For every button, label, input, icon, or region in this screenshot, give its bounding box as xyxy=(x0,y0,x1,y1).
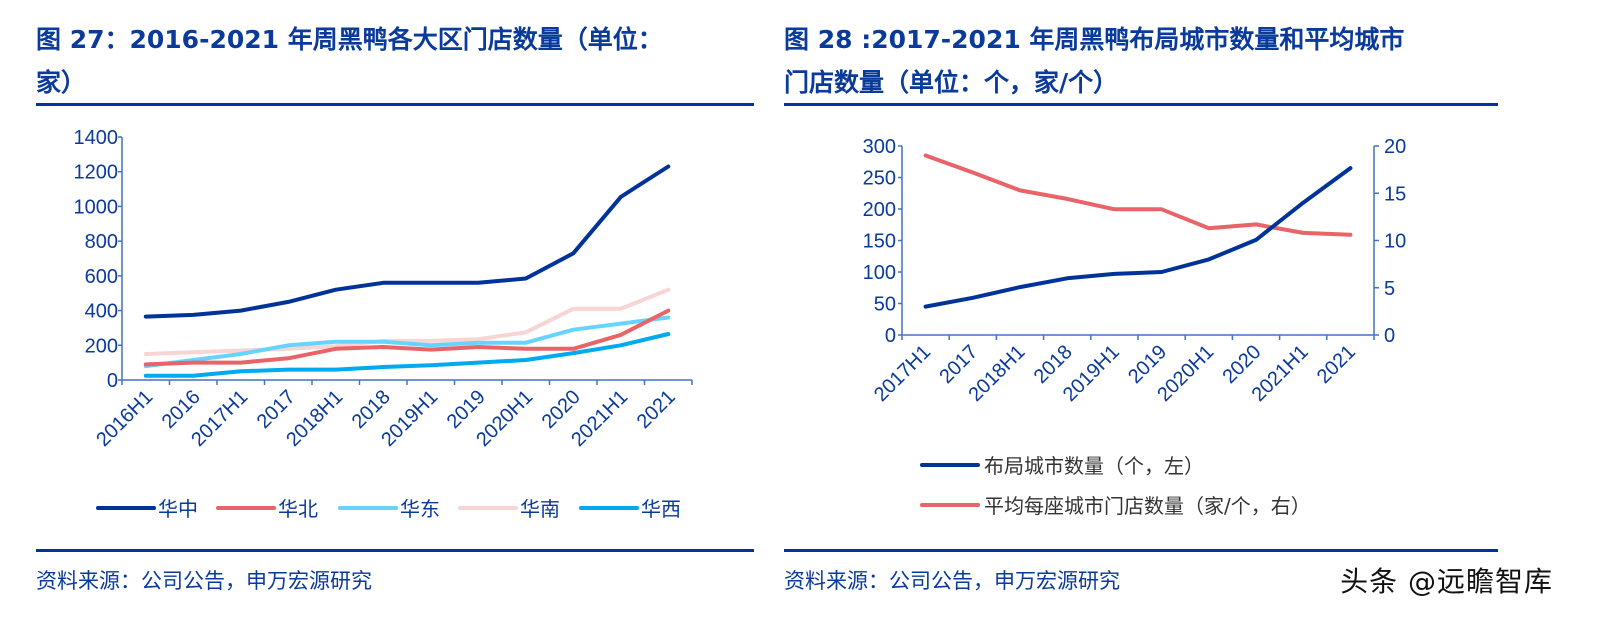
series-line-华东 xyxy=(143,315,671,369)
figure-28-title-rule xyxy=(784,103,1498,106)
x-tick-label: 2021 xyxy=(633,386,680,433)
y-tick-label-left: 0 xyxy=(885,325,896,347)
figure-28-panel: 图 28 :2017-2021 年周黑鸭布局城市数量和平均城市 门店数量（单位：… xyxy=(780,0,1603,619)
figure-28-y-tick-labels: 0 50 100 150 200 250 300 xyxy=(863,136,896,347)
figure-27-source-rule xyxy=(36,549,754,552)
x-tick-label: 2016H1 xyxy=(92,386,157,451)
series-line-华中 xyxy=(143,164,671,319)
figure-27-title-line1: 图 27：2016-2021 年周黑鸭各大区门店数量（单位： xyxy=(36,25,663,54)
watermark: 头条 @远瞻智库 xyxy=(1336,560,1557,600)
legend-label-华东: 华东 xyxy=(400,497,440,521)
x-tick-label: 2021 xyxy=(1313,341,1360,388)
figure-28-series-lines xyxy=(923,153,1353,309)
legend-label-华北: 华北 xyxy=(278,497,318,521)
y-tick-label-right: 15 xyxy=(1384,183,1406,205)
legend-label-city-count: 布局城市数量（个，左） xyxy=(984,454,1204,478)
y-tick-label: 1000 xyxy=(74,196,119,218)
figure-28-title-line1: 图 28 :2017-2021 年周黑鸭布局城市数量和平均城市 xyxy=(784,25,1405,54)
y-tick-label: 200 xyxy=(85,335,118,357)
series-line-华南 xyxy=(143,287,671,356)
y-tick-label-left: 100 xyxy=(863,262,896,284)
figure-27-chart: 0 200 400 600 800 1000 1200 1400 2016H1 20162017… xyxy=(74,127,693,521)
figure-28-source-rule xyxy=(784,549,1498,552)
figure-27-source: 资料来源：公司公告，申万宏源研究 xyxy=(36,569,372,593)
y-tick-label-right: 10 xyxy=(1384,231,1406,253)
y-tick-label-left: 300 xyxy=(863,136,896,158)
y-tick-label-right: 20 xyxy=(1384,136,1406,158)
series-line-华北 xyxy=(143,308,671,367)
series-line-avg-stores-per-city xyxy=(923,153,1353,237)
figure-27-panel: 图 27：2016-2021 年周黑鸭各大区门店数量（单位： 家） 0 200 40… xyxy=(0,0,770,619)
figure-27-axes xyxy=(118,136,693,385)
legend-label-华西: 华西 xyxy=(641,497,681,521)
figure-28-title-line2: 门店数量（单位：个，家/个） xyxy=(784,68,1119,97)
series-line-city-count xyxy=(923,166,1353,309)
y-tick-label-right: 5 xyxy=(1384,278,1395,300)
legend-label-华南: 华南 xyxy=(520,497,560,521)
figure-28-chart: 0 50 100 150 200 250 300 0 5 10 15 20 2017H1 201720… xyxy=(863,136,1407,518)
figure-27-series-lines xyxy=(143,164,671,378)
y-tick-label: 400 xyxy=(85,301,118,323)
figure-28-legend: 布局城市数量（个，左） 平均每座城市门店数量（家/个，右） xyxy=(920,454,1311,518)
figure-27-y-tick-labels: 0 200 400 600 800 1000 1200 1400 xyxy=(74,127,119,392)
y-tick-label: 800 xyxy=(85,231,118,253)
series-line-华西 xyxy=(143,332,671,378)
y-tick-label-left: 150 xyxy=(863,231,896,253)
figure-28-axes xyxy=(898,145,1379,340)
y-tick-label-left: 250 xyxy=(863,168,896,190)
y-tick-label-left: 200 xyxy=(863,199,896,221)
figure-27-legend: 华中 华北 华东 华南 华西 xyxy=(96,497,681,521)
y-tick-label-left: 50 xyxy=(874,294,896,316)
y-tick-label: 1400 xyxy=(74,127,119,149)
legend-label-华中: 华中 xyxy=(158,497,198,521)
figure-28-y2-tick-labels: 0 5 10 15 20 xyxy=(1384,136,1406,347)
y-tick-label-right: 0 xyxy=(1384,325,1395,347)
x-tick-label: 2017H1 xyxy=(870,341,935,406)
y-tick-label: 1200 xyxy=(74,162,119,184)
figure-27-title-line2: 家） xyxy=(36,68,87,97)
y-tick-label: 600 xyxy=(85,266,118,288)
legend-label-avg-stores-per-city: 平均每座城市门店数量（家/个，右） xyxy=(984,494,1311,518)
figure-27-title-rule xyxy=(36,103,754,106)
figure-28-source: 资料来源：公司公告，申万宏源研究 xyxy=(784,569,1120,593)
y-tick-label: 0 xyxy=(107,370,118,392)
